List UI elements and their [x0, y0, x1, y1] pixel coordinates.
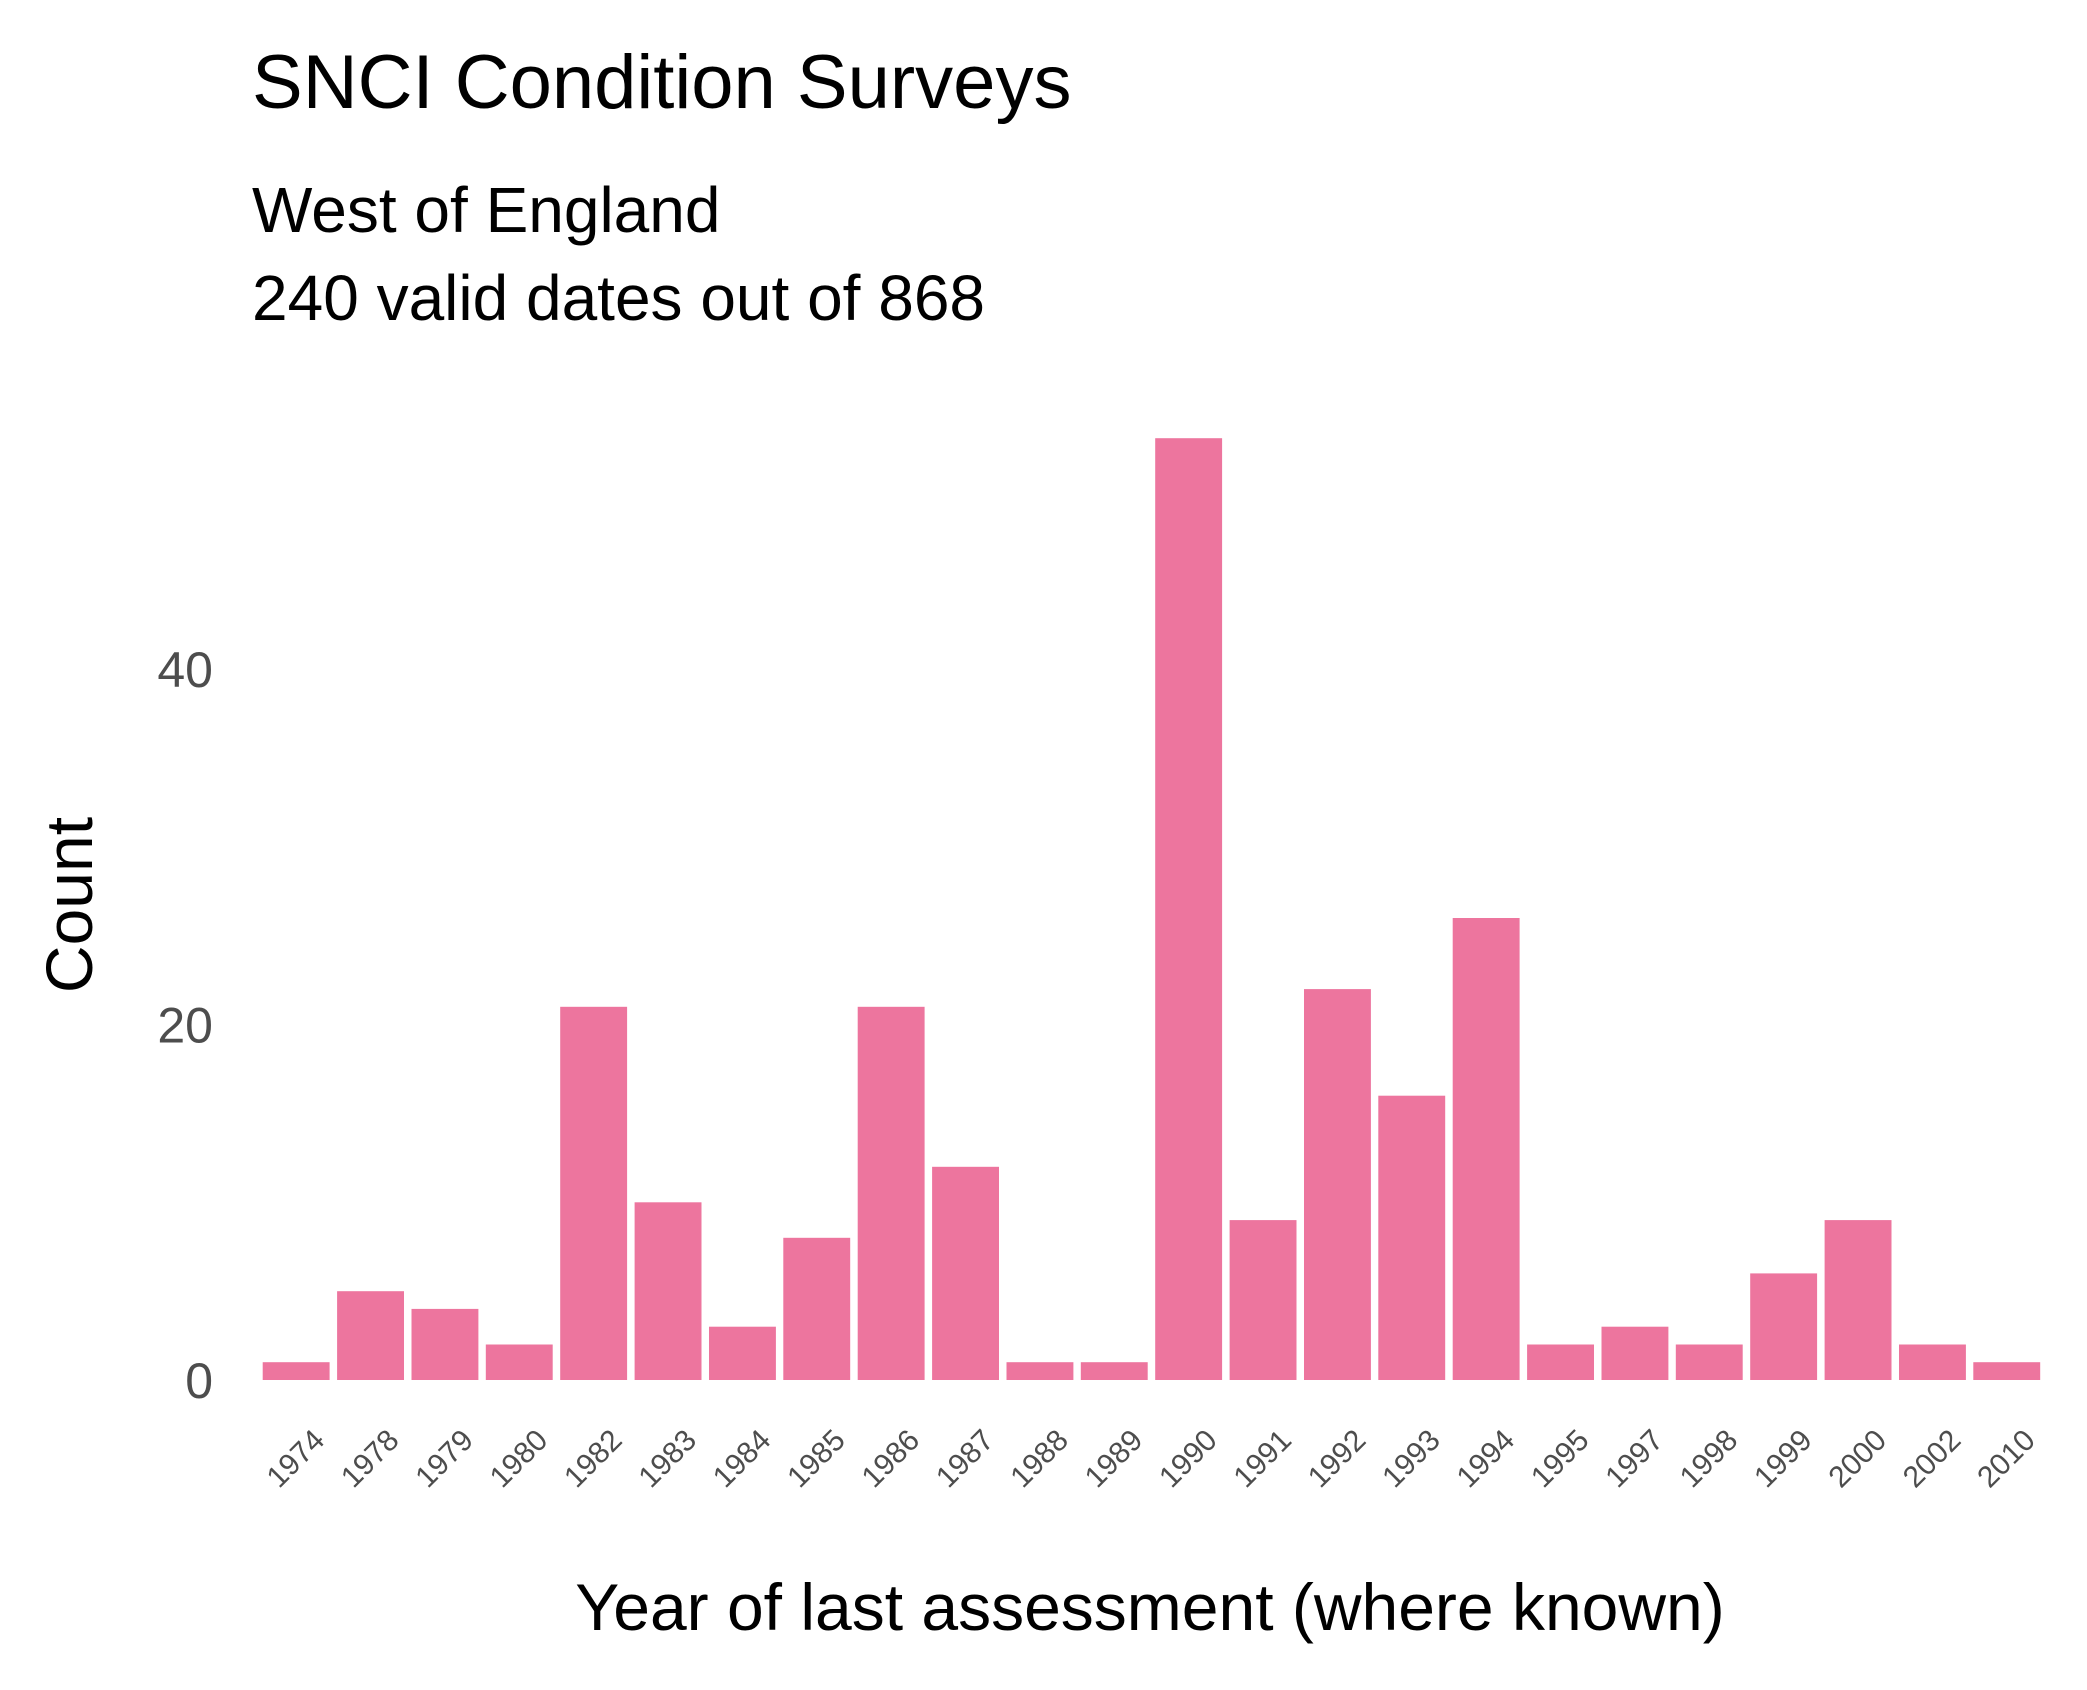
x-tick-label-1978: 1978 — [335, 1424, 406, 1495]
x-tick-label-1995: 1995 — [1525, 1424, 1596, 1495]
x-tick-label-1993: 1993 — [1376, 1424, 1447, 1495]
bar-2010 — [1973, 1362, 2041, 1380]
x-tick-label-1982: 1982 — [558, 1424, 629, 1495]
bar-1991 — [1229, 1220, 1297, 1380]
bar-1990 — [1155, 438, 1223, 1380]
chart-subtitle-line-2: 240 valid dates out of 868 — [252, 262, 985, 334]
bar-1983 — [634, 1202, 702, 1380]
chart-subtitle-line-1: West of England — [252, 174, 720, 246]
bar-1985 — [783, 1237, 851, 1380]
x-tick-label-1990: 1990 — [1153, 1424, 1224, 1495]
x-tick-label-1984: 1984 — [707, 1424, 778, 1495]
x-tick-label-1997: 1997 — [1599, 1424, 1670, 1495]
x-tick-label-1992: 1992 — [1302, 1424, 1373, 1495]
bar-2000 — [1824, 1220, 1892, 1380]
x-axis-title: Year of last assessment (where known) — [575, 1570, 1724, 1644]
y-axis-title: Count — [32, 817, 106, 993]
y-axis-ticks: 0 20 40 — [157, 642, 213, 1409]
x-tick-label-1998: 1998 — [1674, 1424, 1745, 1495]
bar-1986 — [857, 1006, 925, 1380]
x-tick-label-1985: 1985 — [781, 1424, 852, 1495]
y-tick-label-0: 0 — [185, 1353, 213, 1409]
bar-1982 — [560, 1006, 628, 1380]
x-tick-label-1983: 1983 — [633, 1424, 704, 1495]
bar-1992 — [1304, 989, 1371, 1380]
x-tick-label-1999: 1999 — [1748, 1424, 1819, 1495]
x-tick-label-1991: 1991 — [1228, 1424, 1299, 1495]
x-tick-label-1989: 1989 — [1079, 1424, 1150, 1495]
x-tick-label-1987: 1987 — [930, 1424, 1001, 1495]
bar-1997 — [1601, 1326, 1669, 1380]
bar-1984 — [709, 1326, 776, 1380]
bar-1980 — [485, 1344, 553, 1380]
x-tick-label-1988: 1988 — [1004, 1424, 1075, 1495]
x-tick-label-1986: 1986 — [856, 1424, 927, 1495]
x-tick-label-1974: 1974 — [261, 1424, 332, 1495]
bar-1995 — [1527, 1344, 1594, 1380]
x-tick-label-1980: 1980 — [484, 1424, 555, 1495]
bar-1998 — [1675, 1344, 1743, 1380]
bar-1974 — [262, 1362, 330, 1380]
x-axis-ticks: 1974 1978 1979 1980 1982 1983 1984 1985 1986 1987… — [261, 1424, 2042, 1495]
bar-1988 — [1006, 1362, 1074, 1380]
x-tick-label-2002: 2002 — [1897, 1424, 1968, 1495]
bar-1994 — [1452, 918, 1520, 1380]
bar-1993 — [1378, 1095, 1446, 1380]
bar-1979 — [411, 1308, 479, 1380]
x-tick-label-1994: 1994 — [1451, 1424, 1522, 1495]
y-tick-label-40: 40 — [157, 642, 213, 698]
x-tick-label-2010: 2010 — [1971, 1424, 2042, 1495]
bars-group — [262, 438, 2041, 1380]
bar-1978 — [337, 1291, 404, 1380]
x-tick-label-1979: 1979 — [409, 1424, 480, 1495]
bar-1999 — [1750, 1273, 1818, 1380]
bar-2002 — [1899, 1344, 1966, 1380]
x-tick-label-2000: 2000 — [1823, 1424, 1894, 1495]
chart-title: SNCI Condition Surveys — [252, 40, 1071, 125]
bar-1987 — [932, 1166, 999, 1380]
bar-1989 — [1080, 1362, 1148, 1380]
y-tick-label-20: 20 — [157, 998, 213, 1054]
